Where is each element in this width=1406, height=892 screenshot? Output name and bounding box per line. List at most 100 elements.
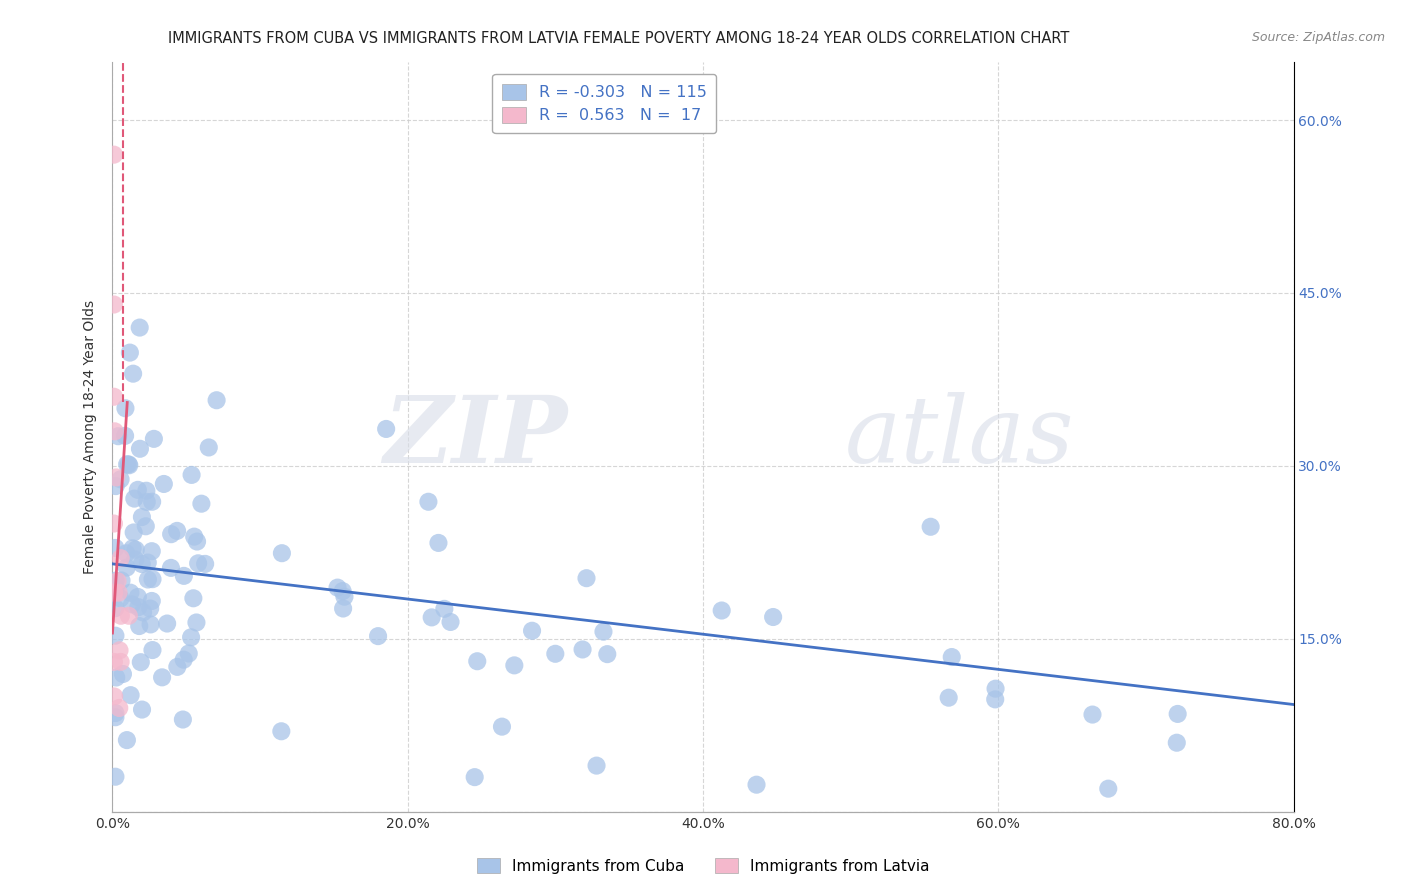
Point (131, 510, 153, 524)
Point (439, 615, 461, 629)
Point (127, 590, 149, 604)
Point (108, 643, 131, 657)
Point (118, 345, 141, 359)
Point (491, 720, 513, 734)
Point (110, 608, 132, 623)
Point (104, 541, 127, 555)
Point (104, 601, 127, 615)
Point (172, 713, 194, 727)
Point (141, 572, 163, 586)
Point (367, 629, 389, 643)
Point (433, 602, 456, 616)
Point (197, 441, 219, 455)
Point (104, 581, 127, 595)
Point (115, 546, 138, 560)
Point (103, 297, 125, 311)
Point (141, 594, 163, 608)
Point (333, 590, 356, 604)
Point (129, 655, 152, 669)
Text: IMMIGRANTS FROM CUBA VS IMMIGRANTS FROM LATVIA FEMALE POVERTY AMONG 18-24 YEAR O: IMMIGRANTS FROM CUBA VS IMMIGRANTS FROM … (167, 31, 1070, 46)
Point (136, 573, 159, 587)
Point (1097, 781, 1119, 796)
Point (166, 524, 188, 538)
Text: ZIP: ZIP (382, 392, 567, 482)
Point (122, 367, 145, 381)
Point (520, 624, 543, 638)
Point (465, 654, 488, 668)
Point (183, 530, 205, 544)
Point (984, 692, 1007, 706)
Point (160, 527, 183, 541)
Point (110, 655, 132, 669)
Point (117, 458, 139, 472)
Point (120, 585, 142, 599)
Point (103, 585, 125, 599)
Point (427, 536, 450, 550)
Point (110, 551, 132, 566)
Point (105, 671, 128, 685)
Point (139, 601, 162, 615)
Point (156, 616, 179, 631)
Point (180, 630, 202, 644)
Point (270, 724, 292, 739)
Point (710, 603, 733, 617)
Point (920, 520, 942, 534)
Point (141, 643, 163, 657)
Point (103, 147, 125, 161)
Point (575, 571, 598, 585)
Point (941, 650, 963, 665)
Text: Source: ZipAtlas.com: Source: ZipAtlas.com (1251, 31, 1385, 45)
Point (186, 615, 208, 630)
Point (124, 491, 146, 506)
Point (104, 706, 127, 720)
Point (205, 393, 228, 408)
Point (127, 600, 149, 615)
Point (118, 458, 141, 473)
Point (418, 495, 440, 509)
Point (110, 472, 132, 486)
Point (332, 584, 354, 599)
Point (984, 681, 1007, 696)
Point (194, 557, 217, 571)
Point (1166, 736, 1188, 750)
Point (585, 758, 607, 772)
Point (762, 610, 785, 624)
Point (332, 601, 354, 615)
Point (173, 569, 195, 583)
Point (136, 556, 159, 570)
Point (125, 542, 148, 557)
Point (129, 442, 152, 456)
Point (128, 320, 150, 334)
Point (103, 390, 125, 404)
Point (111, 667, 134, 681)
Legend: R = -0.303   N = 115, R =  0.563   N =  17: R = -0.303 N = 115, R = 0.563 N = 17 (492, 74, 716, 133)
Point (131, 557, 153, 571)
Point (592, 624, 614, 639)
Point (173, 653, 195, 667)
Point (150, 670, 173, 684)
Point (271, 546, 294, 560)
Point (153, 477, 176, 491)
Point (110, 574, 132, 588)
Point (177, 647, 200, 661)
Point (121, 598, 143, 612)
Point (104, 710, 127, 724)
Point (105, 470, 128, 484)
Point (420, 610, 443, 624)
Point (187, 557, 209, 571)
Point (938, 690, 960, 705)
Point (141, 544, 163, 558)
Point (124, 552, 146, 566)
Point (104, 479, 127, 493)
Point (104, 629, 127, 643)
Point (121, 541, 143, 556)
Point (135, 495, 157, 509)
Point (122, 525, 145, 540)
Point (166, 660, 188, 674)
Point (115, 560, 138, 574)
Point (128, 619, 150, 633)
Point (104, 770, 127, 784)
Point (1081, 707, 1104, 722)
Point (183, 591, 205, 606)
Point (107, 574, 129, 589)
